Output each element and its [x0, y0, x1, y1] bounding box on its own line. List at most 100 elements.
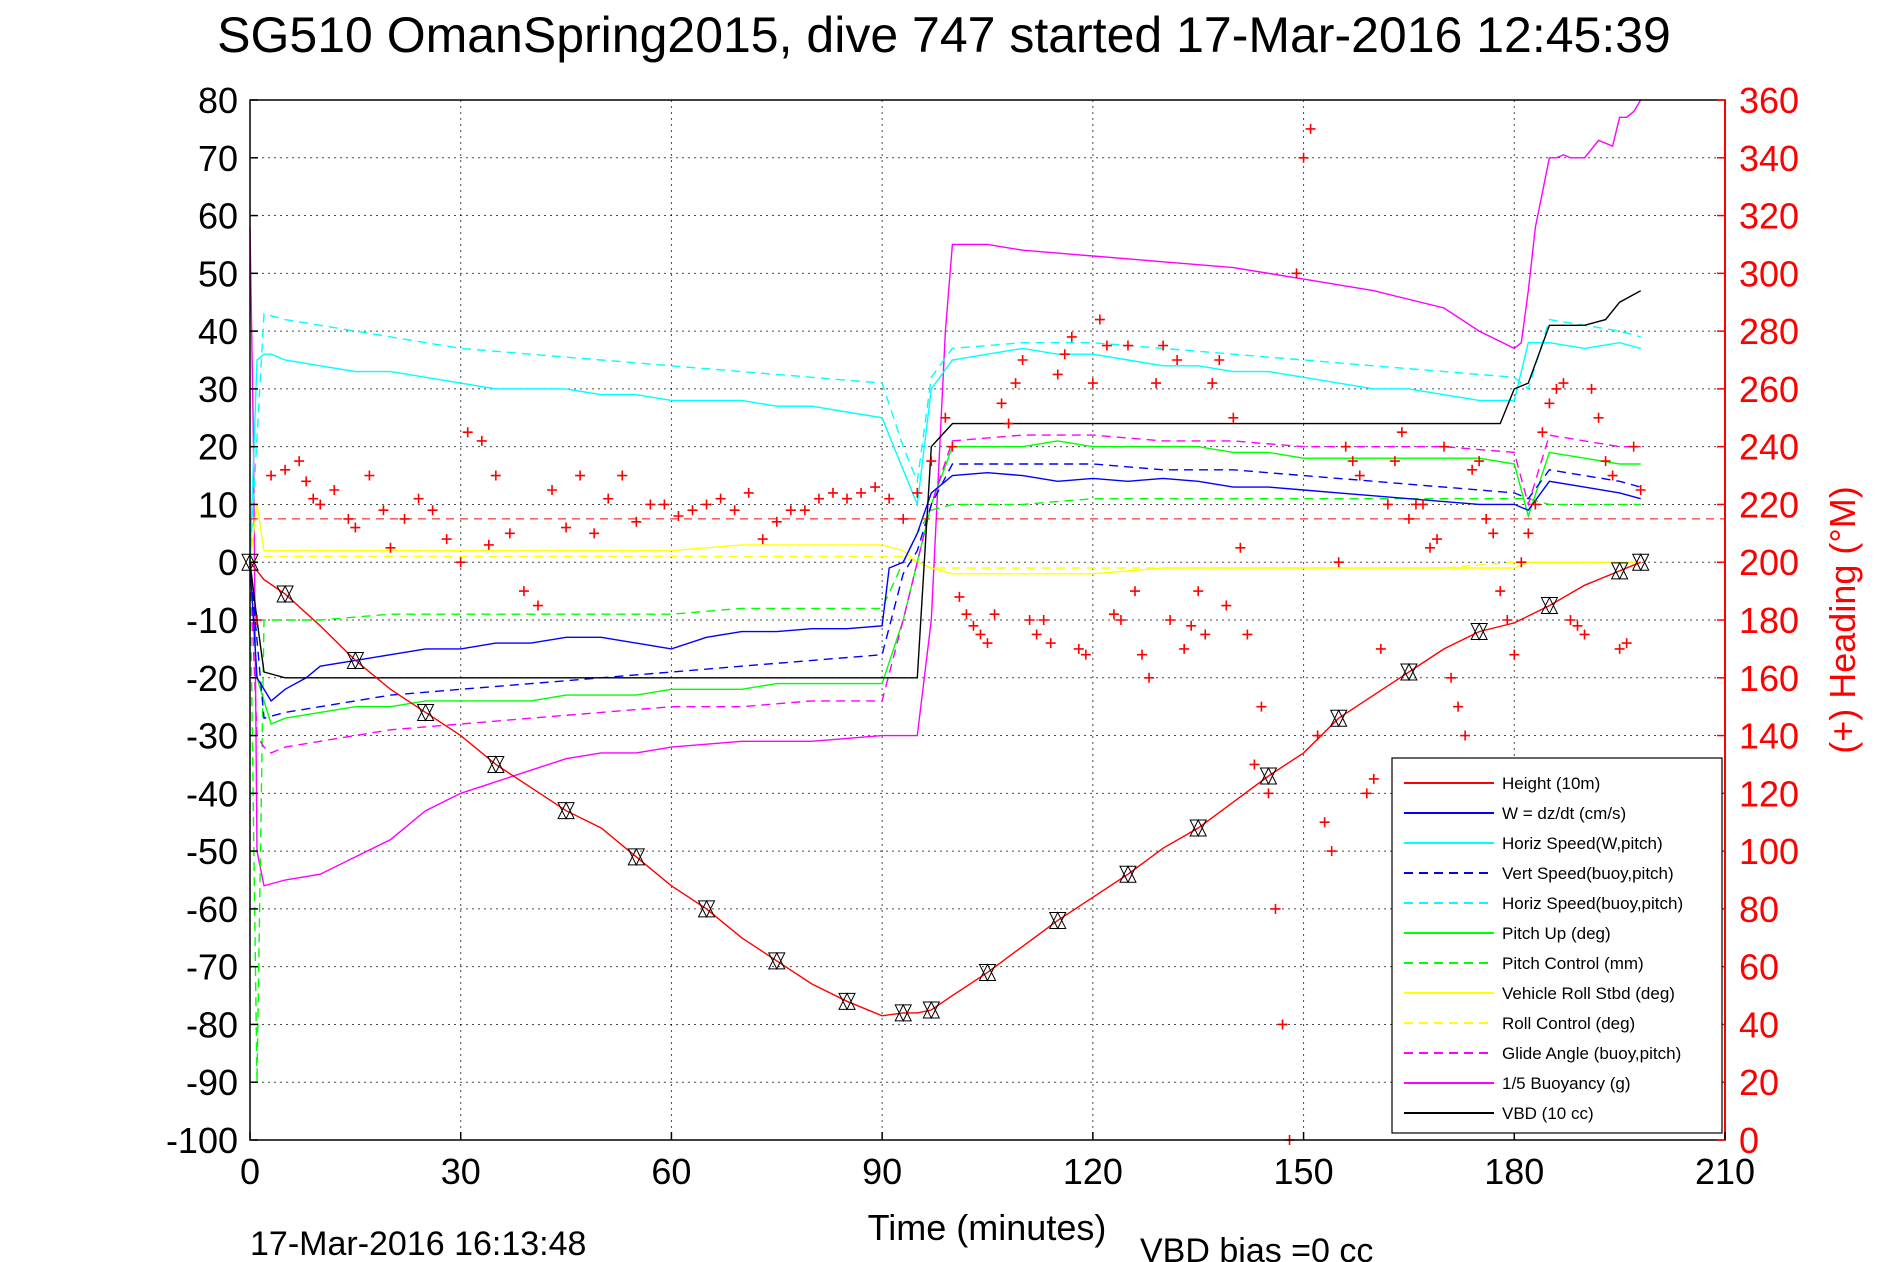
heading-point	[715, 493, 726, 504]
y2-tick-label: 240	[1739, 427, 1799, 468]
heading-point	[329, 485, 340, 495]
heading-point	[1509, 649, 1520, 660]
heading-point	[1375, 643, 1386, 654]
height-marker	[697, 899, 716, 919]
heading-point	[1572, 620, 1583, 631]
x-axis-ticks: 0 30 60 90 120 150 180 210	[240, 1132, 1755, 1192]
series-line-vbd	[249, 290, 1642, 679]
heading-point	[1502, 615, 1513, 625]
heading-point	[301, 476, 312, 487]
legend-label-vbd: VBD (10 cc)	[1502, 1104, 1594, 1123]
y2-tick-label: 200	[1739, 542, 1799, 583]
y2-tick-label: 360	[1739, 80, 1799, 121]
heading-point	[785, 505, 796, 516]
heading-point	[441, 534, 452, 545]
legend-label-pitch: Pitch Up (deg)	[1502, 924, 1611, 943]
legend: Height (10m) W = dz/dt (cm/s) Horiz Speed(…	[1391, 757, 1723, 1134]
heading-point	[856, 487, 867, 498]
heading-point	[575, 470, 586, 481]
heading-point	[926, 456, 937, 467]
heading-point	[1586, 383, 1597, 394]
legend-label-height: Height (10m)	[1502, 774, 1600, 793]
heading-point	[799, 505, 810, 516]
heading-point	[1010, 378, 1021, 389]
y-tick-label: -90	[186, 1062, 238, 1103]
legend-label-hspeed_buoy: Horiz Speed(buoy,pitch)	[1502, 894, 1683, 913]
heading-point	[954, 591, 965, 602]
series-line-pitch	[249, 440, 1641, 725]
legend-label-hspeed: Horiz Speed(W,pitch)	[1502, 834, 1663, 853]
heading-point	[898, 513, 909, 524]
heading-point	[1474, 456, 1485, 467]
y-tick-label: 80	[198, 80, 238, 121]
heading-point	[1298, 152, 1309, 163]
heading-point	[1186, 620, 1197, 631]
heading-point	[462, 427, 473, 438]
heading-point	[757, 534, 768, 545]
y-tick-label: 10	[198, 484, 238, 525]
heading-point	[1221, 600, 1232, 611]
heading-point	[1530, 499, 1541, 510]
heading-point	[1073, 643, 1084, 654]
heading-point	[1151, 378, 1162, 389]
height-marker	[1610, 561, 1629, 581]
height-marker	[487, 755, 505, 774]
legend-label-w: W = dz/dt (cm/s)	[1502, 804, 1626, 823]
heading-point	[1214, 355, 1225, 365]
heading-point	[1130, 586, 1140, 597]
heading-point	[280, 464, 291, 475]
height-marker	[627, 847, 646, 867]
heading-point	[996, 398, 1007, 409]
heading-point	[827, 487, 838, 498]
x-tick-label: 210	[1695, 1151, 1755, 1192]
heading-point	[1122, 340, 1133, 351]
heading-point	[266, 470, 277, 481]
heading-point	[1270, 903, 1281, 914]
heading-point	[729, 505, 740, 516]
footer-timestamp: 17-Mar-2016 16:13:48	[250, 1225, 586, 1262]
series-line-buoyancy	[249, 99, 1642, 887]
y-tick-label: 30	[198, 369, 238, 410]
y2-tick-label: 220	[1739, 484, 1799, 525]
y2-axis-label: (+) Heading (°M)	[1822, 486, 1863, 753]
heading-point	[315, 499, 326, 510]
heading-point	[1593, 412, 1604, 423]
height-marker	[1048, 911, 1067, 930]
heading-point	[1031, 629, 1042, 640]
heading-point	[1439, 441, 1450, 452]
heading-point	[1144, 672, 1155, 683]
height-marker	[767, 951, 786, 971]
heading-point	[1417, 499, 1428, 510]
heading-markers	[252, 123, 1646, 1145]
heading-point	[1179, 643, 1190, 654]
height-marker	[416, 703, 435, 722]
height-marker	[978, 963, 997, 982]
legend-label-pitch_ctl: Pitch Control (mm)	[1502, 954, 1644, 973]
heading-point	[427, 505, 438, 516]
y2-tick-label: 260	[1739, 369, 1799, 410]
heading-point	[350, 522, 361, 533]
heading-point	[659, 499, 670, 510]
x-tick-label: 0	[240, 1151, 260, 1192]
heading-point	[1207, 378, 1218, 389]
heading-point	[1101, 340, 1112, 351]
heading-point	[1467, 464, 1478, 475]
heading-point	[1291, 268, 1302, 279]
heading-point	[476, 435, 487, 446]
heading-point	[947, 441, 958, 452]
legend-label-roll: Vehicle Roll Stbd (deg)	[1502, 984, 1675, 1003]
heading-point	[1340, 441, 1351, 452]
chart-title: SG510 OmanSpring2015, dive 747 started 1…	[217, 7, 1671, 63]
y2-tick-label: 120	[1739, 773, 1799, 814]
heading-point	[1361, 788, 1372, 799]
heading-point	[1017, 355, 1028, 365]
y2-tick-label: 40	[1739, 1004, 1779, 1045]
heading-point	[1312, 730, 1323, 741]
heading-point	[399, 513, 410, 524]
legend-label-glide: Glide Angle (buoy,pitch)	[1502, 1044, 1681, 1063]
heading-point	[1235, 542, 1246, 553]
height-marker	[1259, 766, 1278, 786]
heading-point	[483, 539, 494, 550]
heading-point	[1277, 1019, 1288, 1030]
